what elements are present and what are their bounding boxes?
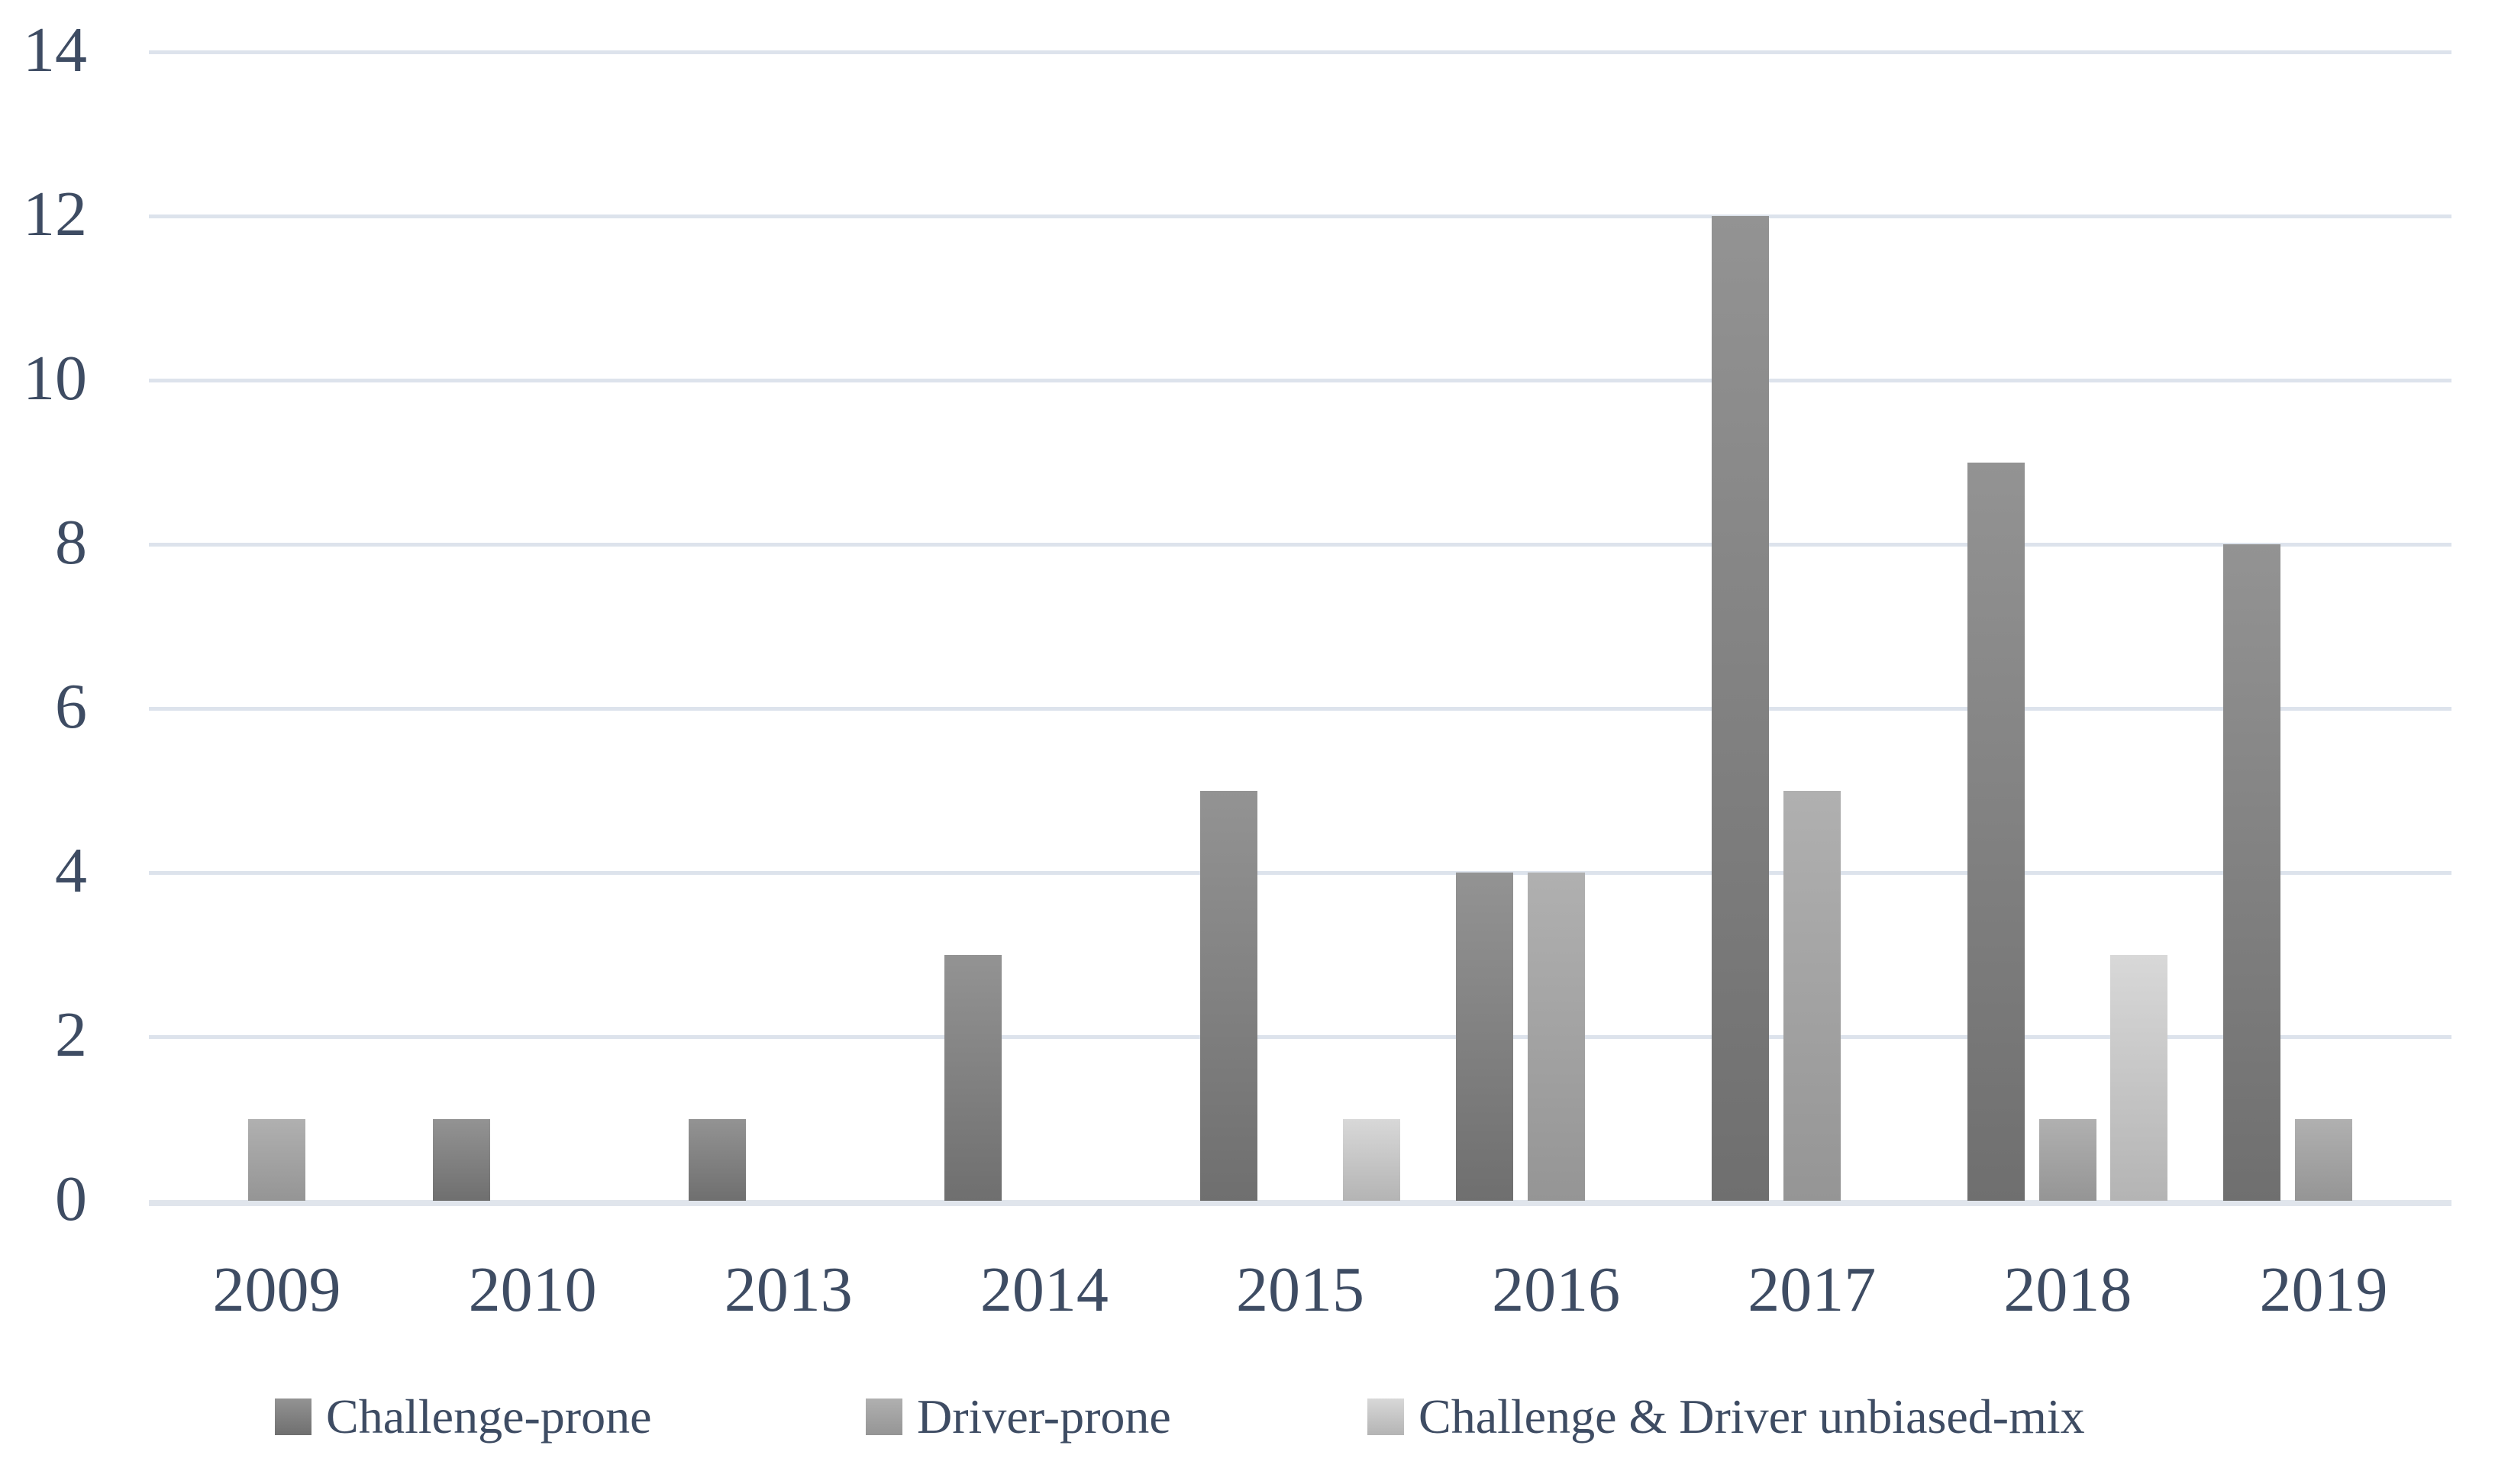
- x-tick-label: 2018: [2003, 1254, 2132, 1325]
- plot-area: [149, 50, 2451, 1206]
- gridline: [149, 379, 2451, 382]
- y-tick-label: 2: [55, 999, 87, 1070]
- legend-label: Challenge & Driver unbiased-mix: [1419, 1389, 2085, 1444]
- gridline: [149, 543, 2451, 547]
- x-tick-label: 2015: [1236, 1254, 1364, 1325]
- legend-label: Challenge-prone: [326, 1389, 652, 1444]
- x-axis-line: [149, 1200, 2451, 1206]
- bar-2017-series-0: [1712, 216, 1770, 1201]
- y-tick-label: 4: [55, 835, 87, 906]
- bar-2015-series-0: [1200, 790, 1257, 1201]
- x-tick-label: 2010: [468, 1254, 597, 1325]
- legend-item-0: Challenge-prone: [275, 1392, 652, 1441]
- bar-2016-series-1: [1527, 873, 1585, 1201]
- gridline: [149, 871, 2451, 875]
- bar-2018-series-0: [1967, 462, 2025, 1201]
- x-tick-label: 2009: [212, 1254, 341, 1325]
- x-tick-label: 2019: [2259, 1254, 2388, 1325]
- bar-2016-series-0: [1456, 873, 1514, 1201]
- gridline: [149, 50, 2451, 54]
- gridline: [149, 1035, 2451, 1039]
- legend-swatch-icon: [275, 1399, 311, 1435]
- bar-2018-series-1: [2038, 1118, 2096, 1201]
- bar-2015-series-2: [1343, 1118, 1400, 1201]
- bar-2019-series-1: [2294, 1118, 2352, 1201]
- gridline: [149, 215, 2451, 218]
- y-tick-label: 0: [55, 1163, 87, 1234]
- legend-label: Driver-prone: [917, 1389, 1171, 1444]
- y-tick-label: 6: [55, 671, 87, 742]
- legend-swatch-icon: [1367, 1399, 1404, 1435]
- bar-2009-series-1: [248, 1118, 306, 1201]
- y-tick-label: 10: [23, 343, 87, 414]
- bar-2018-series-2: [2110, 954, 2168, 1201]
- bar-2010-series-0: [432, 1118, 490, 1201]
- bar-2019-series-0: [2223, 544, 2281, 1201]
- legend-swatch-icon: [866, 1399, 902, 1435]
- bar-2013-series-0: [688, 1118, 746, 1201]
- legend-item-1: Driver-prone: [866, 1392, 1171, 1441]
- legend-item-2: Challenge & Driver unbiased-mix: [1367, 1392, 2085, 1441]
- y-tick-label: 8: [55, 507, 87, 578]
- y-tick-label: 12: [23, 179, 87, 250]
- x-tick-label: 2014: [980, 1254, 1109, 1325]
- x-tick-label: 2016: [1492, 1254, 1621, 1325]
- y-tick-label: 14: [23, 15, 87, 85]
- bar-2014-series-0: [944, 954, 1002, 1201]
- bar-2017-series-1: [1783, 790, 1841, 1201]
- x-tick-label: 2013: [724, 1254, 853, 1325]
- x-tick-label: 2017: [1748, 1254, 1877, 1325]
- gridline: [149, 707, 2451, 711]
